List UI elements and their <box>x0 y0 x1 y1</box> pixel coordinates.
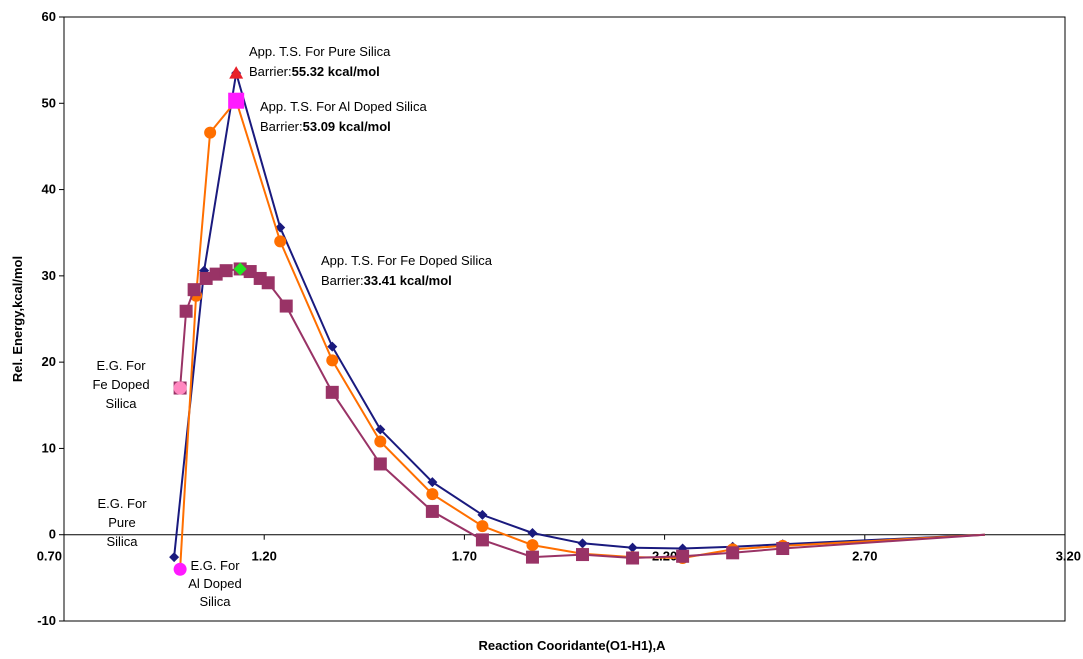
series-fe-point <box>187 283 201 297</box>
series-fe <box>173 262 985 565</box>
series-fe-point <box>243 265 257 279</box>
series-fe-point <box>279 299 293 313</box>
annotation-ts-pure-title: App. T.S. For Pure Silica <box>249 44 391 59</box>
annotation-ts-fe: App. T.S. For Fe Doped Silica Barrier:33… <box>321 253 493 288</box>
y-tick-label: 0 <box>49 527 56 542</box>
series-pure-point <box>527 527 538 538</box>
series-pure-point <box>427 477 438 488</box>
series-fe-point <box>425 504 439 518</box>
annotation-eg-fe-line-1: E.G. For <box>96 358 146 373</box>
annotation-eg-al: E.G. For Al Doped Silica <box>188 558 241 609</box>
annotation-eg-al-line-3: Silica <box>199 594 231 609</box>
plot-area <box>63 16 1066 622</box>
annotation-eg-pure: E.G. For Pure Silica <box>97 496 147 549</box>
annotation-ts-pure-barrier: Barrier:55.32 kcal/mol <box>249 64 380 79</box>
annotation-eg-pure-line-1: E.G. For <box>97 496 147 511</box>
annotation-ts-fe-title: App. T.S. For Fe Doped Silica <box>321 253 493 268</box>
annotation-ts-al-barrier: Barrier:53.09 kcal/mol <box>260 119 391 134</box>
y-tick-label: 40 <box>42 182 56 197</box>
y-tick-label: 20 <box>42 354 56 369</box>
series-al-point <box>274 235 287 248</box>
annotation-ts-pure: App. T.S. For Pure Silica Barrier:55.32 … <box>249 44 391 79</box>
series-pure-point <box>577 538 588 549</box>
highlight-layer <box>173 66 247 576</box>
series-fe-point <box>219 264 233 278</box>
series-fe-point <box>576 548 590 562</box>
highlight-pure-ts <box>229 66 244 79</box>
annotation-ts-al-prefix: Barrier: <box>260 119 303 134</box>
series-pure-point <box>627 542 638 553</box>
series-layer <box>169 68 985 576</box>
series-fe-point <box>776 542 790 556</box>
series-fe-point <box>199 271 213 285</box>
annotation-eg-al-line-1: E.G. For <box>190 558 240 573</box>
annotation-ts-fe-barrier: Barrier:33.41 kcal/mol <box>321 273 452 288</box>
series-al-point <box>204 126 217 139</box>
annotation-ts-fe-prefix: Barrier: <box>321 273 364 288</box>
highlight-fe-eg <box>173 381 187 395</box>
y-tick-label: 30 <box>42 268 56 283</box>
series-al-point <box>476 520 489 533</box>
annotation-eg-fe-line-3: Silica <box>105 396 137 411</box>
x-axis-title: Reaction Cooridante(O1-H1),A <box>478 638 666 653</box>
series-al-point <box>426 488 439 501</box>
y-tick-label: 10 <box>42 440 56 455</box>
series-fe-point <box>261 276 275 290</box>
series-al-point <box>326 354 339 367</box>
y-tick-label: -10 <box>37 613 56 628</box>
series-pure-point <box>169 552 180 563</box>
series-fe-point <box>726 546 740 560</box>
annotation-eg-fe: E.G. For Fe Doped Silica <box>92 358 149 411</box>
series-fe-point <box>525 550 539 564</box>
annotation-ts-pure-value: 55.32 kcal/mol <box>292 64 380 79</box>
annotation-eg-fe-line-2: Fe Doped <box>92 377 149 392</box>
annotation-ts-al-title: App. T.S. For Al Doped Silica <box>260 99 427 114</box>
highlight-fe-ts <box>233 262 247 276</box>
x-tick-label: 3.20 <box>1056 549 1081 564</box>
series-pure-point <box>327 341 338 352</box>
y-tick-label: 60 <box>42 9 56 24</box>
x-tick-label: 0.70 <box>37 549 62 564</box>
series-fe-point <box>373 457 387 471</box>
annotation-eg-pure-line-2: Pure <box>108 515 135 530</box>
x-tick-label: 1.20 <box>252 549 277 564</box>
annotation-ts-fe-value: 33.41 kcal/mol <box>364 273 452 288</box>
series-fe-point <box>209 267 223 281</box>
series-pure-point <box>375 424 386 435</box>
series-al-point <box>374 435 387 448</box>
highlight-al-ts <box>228 92 245 109</box>
y-tick-label: 50 <box>42 95 56 110</box>
annotation-eg-pure-line-3: Silica <box>106 534 138 549</box>
highlight-al-eg <box>173 562 187 576</box>
series-fe-point <box>676 549 690 563</box>
series-fe-point <box>626 551 640 565</box>
series-pure-point <box>477 509 488 520</box>
series-fe-point <box>179 304 193 318</box>
series-fe-point <box>325 385 339 399</box>
series-al-point <box>526 539 539 552</box>
series-fe-point <box>475 533 489 547</box>
x-tick-label: 1.70 <box>452 549 477 564</box>
x-tick-label: 2.70 <box>852 549 877 564</box>
annotation-ts-al: App. T.S. For Al Doped Silica Barrier:53… <box>260 99 427 134</box>
y-axis-title: Rel. Energy,kcal/mol <box>10 256 25 382</box>
annotation-ts-pure-prefix: Barrier: <box>249 64 292 79</box>
annotation-eg-al-line-2: Al Doped <box>188 576 241 591</box>
annotation-ts-al-value: 53.09 kcal/mol <box>303 119 391 134</box>
